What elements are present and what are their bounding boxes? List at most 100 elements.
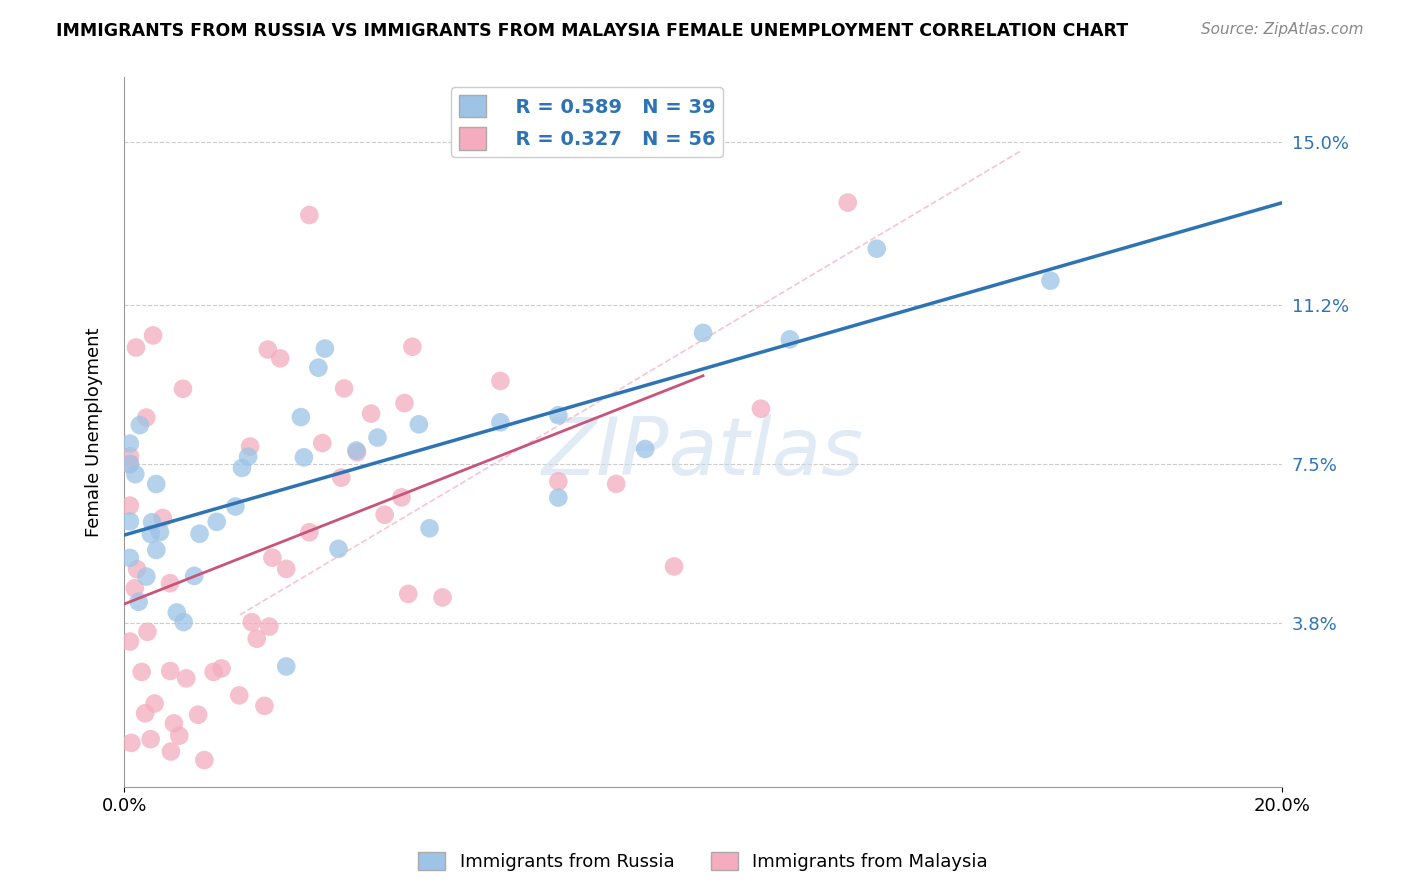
Point <box>166 606 188 620</box>
Point <box>547 491 569 505</box>
Point <box>160 745 183 759</box>
Point <box>311 436 333 450</box>
Text: IMMIGRANTS FROM RUSSIA VS IMMIGRANTS FROM MALAYSIA FEMALE UNEMPLOYMENT CORRELATI: IMMIGRANTS FROM RUSSIA VS IMMIGRANTS FRO… <box>56 22 1129 40</box>
Point <box>401 340 423 354</box>
Point <box>118 436 141 450</box>
Point <box>187 707 209 722</box>
Point <box>135 410 157 425</box>
Point <box>174 671 197 685</box>
Point <box>145 543 167 558</box>
Point <box>139 527 162 541</box>
Point <box>360 407 382 421</box>
Point <box>163 716 186 731</box>
Point <box>837 195 859 210</box>
Point <box>391 491 413 505</box>
Point <box>276 659 298 673</box>
Point <box>118 634 141 648</box>
Point <box>118 499 141 513</box>
Point <box>367 431 389 445</box>
Point <box>136 624 159 639</box>
Point <box>374 508 396 522</box>
Point <box>149 525 172 540</box>
Point <box>118 550 141 565</box>
Point <box>188 526 211 541</box>
Text: Source: ZipAtlas.com: Source: ZipAtlas.com <box>1201 22 1364 37</box>
Point <box>489 415 512 429</box>
Point <box>118 515 141 529</box>
Point <box>224 500 246 514</box>
Point <box>1039 274 1062 288</box>
Point <box>262 550 284 565</box>
Point <box>183 569 205 583</box>
Point <box>152 511 174 525</box>
Point <box>172 382 194 396</box>
Point <box>408 417 430 432</box>
Point <box>246 632 269 646</box>
Point <box>394 396 416 410</box>
Point <box>333 381 356 395</box>
Point <box>749 401 772 416</box>
Point <box>307 360 329 375</box>
Point <box>605 477 627 491</box>
Point <box>142 328 165 343</box>
Point <box>143 697 166 711</box>
Point <box>118 458 141 472</box>
Point <box>330 470 353 484</box>
Point <box>120 736 142 750</box>
Point <box>135 569 157 583</box>
Point <box>124 582 146 596</box>
Point <box>547 475 569 489</box>
Point <box>489 374 512 388</box>
Point <box>292 450 315 465</box>
Point <box>298 208 321 222</box>
Point <box>344 443 367 458</box>
Point <box>131 665 153 679</box>
Point <box>141 515 163 529</box>
Point <box>866 242 889 256</box>
Point <box>128 595 150 609</box>
Y-axis label: Female Unemployment: Female Unemployment <box>86 327 103 537</box>
Point <box>239 440 262 454</box>
Point <box>779 332 801 346</box>
Point <box>211 661 233 675</box>
Text: ZIPatlas: ZIPatlas <box>541 415 865 492</box>
Point <box>169 729 191 743</box>
Point <box>298 525 321 540</box>
Point <box>634 442 657 456</box>
Point <box>173 615 195 629</box>
Point <box>432 591 454 605</box>
Point <box>205 515 228 529</box>
Point <box>139 732 162 747</box>
Point <box>128 418 150 433</box>
Point <box>159 576 181 591</box>
Point <box>396 587 419 601</box>
Point <box>290 410 312 425</box>
Point <box>125 341 148 355</box>
Point <box>328 541 350 556</box>
Point <box>253 698 276 713</box>
Point <box>269 351 291 366</box>
Point <box>118 457 141 471</box>
Point <box>259 619 281 633</box>
Point <box>419 521 441 535</box>
Point <box>193 753 215 767</box>
Point <box>314 342 336 356</box>
Point <box>257 343 280 357</box>
Point <box>125 562 148 576</box>
Point <box>118 449 141 463</box>
Point <box>547 408 569 422</box>
Point <box>346 445 368 459</box>
Point <box>134 706 156 721</box>
Point <box>276 562 298 576</box>
Point <box>662 559 685 574</box>
Legend:   R = 0.589   N = 39,   R = 0.327   N = 56: R = 0.589 N = 39, R = 0.327 N = 56 <box>451 87 723 157</box>
Legend: Immigrants from Russia, Immigrants from Malaysia: Immigrants from Russia, Immigrants from … <box>411 845 995 879</box>
Point <box>124 467 146 482</box>
Point <box>240 615 263 630</box>
Point <box>692 326 714 340</box>
Point <box>145 477 167 491</box>
Point <box>236 450 259 464</box>
Point <box>231 461 253 475</box>
Point <box>202 665 225 679</box>
Point <box>159 664 181 678</box>
